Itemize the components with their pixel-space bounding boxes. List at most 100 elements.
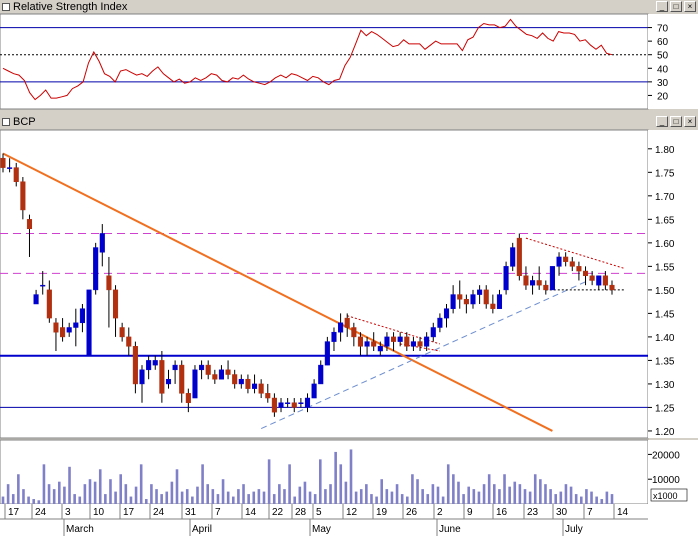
date-tick-label: 7: [215, 507, 221, 518]
price-tick-label: 1.50: [655, 286, 675, 297]
volume-tick-label: 10000: [652, 475, 680, 486]
price-tick-label: 1.65: [655, 215, 675, 226]
candle: [185, 388, 191, 413]
minimize-icon[interactable]: _: [656, 116, 668, 127]
candle: [477, 285, 483, 304]
candle-body: [430, 327, 436, 338]
volume-bar: [308, 491, 312, 504]
date-tick-label: 24: [35, 507, 47, 518]
candle: [589, 271, 595, 286]
maximize-icon[interactable]: □: [670, 1, 682, 12]
volume-bar: [354, 491, 358, 504]
candle-body: [338, 322, 344, 333]
month-label: July: [565, 524, 583, 535]
trend-line-downtrend: [2, 152, 553, 432]
candle-body: [53, 322, 59, 333]
candle: [66, 322, 72, 337]
candle-body: [185, 393, 191, 403]
candle: [139, 365, 145, 403]
candle: [311, 379, 317, 399]
volume-bar: [78, 496, 82, 504]
candle: [212, 369, 218, 384]
volume-bar: [191, 496, 194, 504]
minimize-icon[interactable]: _: [656, 1, 668, 12]
candle: [338, 313, 344, 342]
date-axis-area: [0, 504, 698, 536]
maximize-icon[interactable]: □: [670, 116, 682, 127]
rsi-tick-label: 30: [657, 78, 669, 89]
volume-bar: [436, 486, 440, 504]
volume-bar: [313, 494, 317, 504]
volume-bar: [544, 484, 547, 504]
candle: [410, 336, 416, 352]
candle-body: [46, 289, 52, 319]
candle: [79, 303, 85, 333]
candle-body: [463, 299, 469, 305]
candle-body: [79, 308, 85, 324]
candle-body: [530, 280, 536, 286]
date-tick-label: 14: [245, 507, 257, 518]
candle: [437, 313, 443, 333]
candle-body: [132, 346, 138, 385]
price-tick-label: 1.20: [655, 427, 675, 438]
date-tick-label: 28: [295, 507, 307, 518]
candle-body: [112, 289, 119, 319]
candle: [60, 318, 66, 342]
candle: [543, 280, 549, 295]
candle: [73, 308, 79, 347]
candle: [245, 374, 251, 394]
candle-body: [357, 336, 364, 347]
candle-body: [291, 402, 297, 408]
candle: [331, 327, 337, 352]
volume-bar: [569, 486, 573, 504]
candle-body: [192, 369, 198, 399]
volume-bar: [375, 496, 378, 504]
candle: [404, 332, 410, 352]
volume-bar: [324, 489, 327, 504]
candle-body: [397, 336, 403, 342]
date-tick-label: 17: [8, 507, 20, 518]
price-panel-header: BCP _ □ ×: [0, 115, 698, 129]
candle-body: [218, 369, 224, 380]
volume-bar: [160, 494, 163, 504]
price-axis-area: [648, 130, 698, 438]
candle-body: [364, 341, 370, 347]
volume-bar: [482, 484, 486, 504]
candle: [218, 365, 224, 380]
candle-body: [165, 378, 172, 385]
volume-bar: [93, 481, 97, 504]
date-tick-label: 5: [316, 507, 322, 518]
candle: [483, 285, 489, 309]
candle-body: [582, 270, 589, 277]
date-tick-label: 10: [93, 507, 105, 518]
volume-bar: [211, 489, 215, 504]
date-tick-label: 24: [153, 507, 165, 518]
date-tick-label: 30: [556, 507, 568, 518]
volume-bar: [165, 491, 169, 504]
volume-unit-label: x1000: [653, 491, 678, 501]
volume-bar: [196, 486, 199, 504]
candle: [516, 233, 522, 281]
price-tick-label: 1.75: [655, 168, 675, 179]
candle: [298, 398, 304, 408]
candle-body: [563, 256, 569, 262]
volume-bar: [564, 484, 568, 504]
candle-body: [470, 294, 476, 305]
candle-body: [60, 327, 66, 338]
candle: [430, 322, 436, 342]
candle-body: [26, 219, 33, 229]
volume-bar: [206, 484, 210, 504]
volume-bar: [477, 491, 481, 504]
rsi-tick-label: 60: [657, 37, 669, 48]
price-panel-title: BCP: [13, 116, 36, 128]
candle-body: [152, 360, 158, 366]
candle-body: [443, 308, 450, 319]
volume-bar: [88, 479, 92, 504]
candle: [397, 332, 403, 347]
volume-bar: [513, 481, 517, 504]
candle-body: [179, 364, 185, 394]
panel-icon: [2, 118, 10, 126]
close-icon[interactable]: ×: [684, 116, 696, 127]
candle: [523, 266, 529, 290]
close-icon[interactable]: ×: [684, 1, 696, 12]
